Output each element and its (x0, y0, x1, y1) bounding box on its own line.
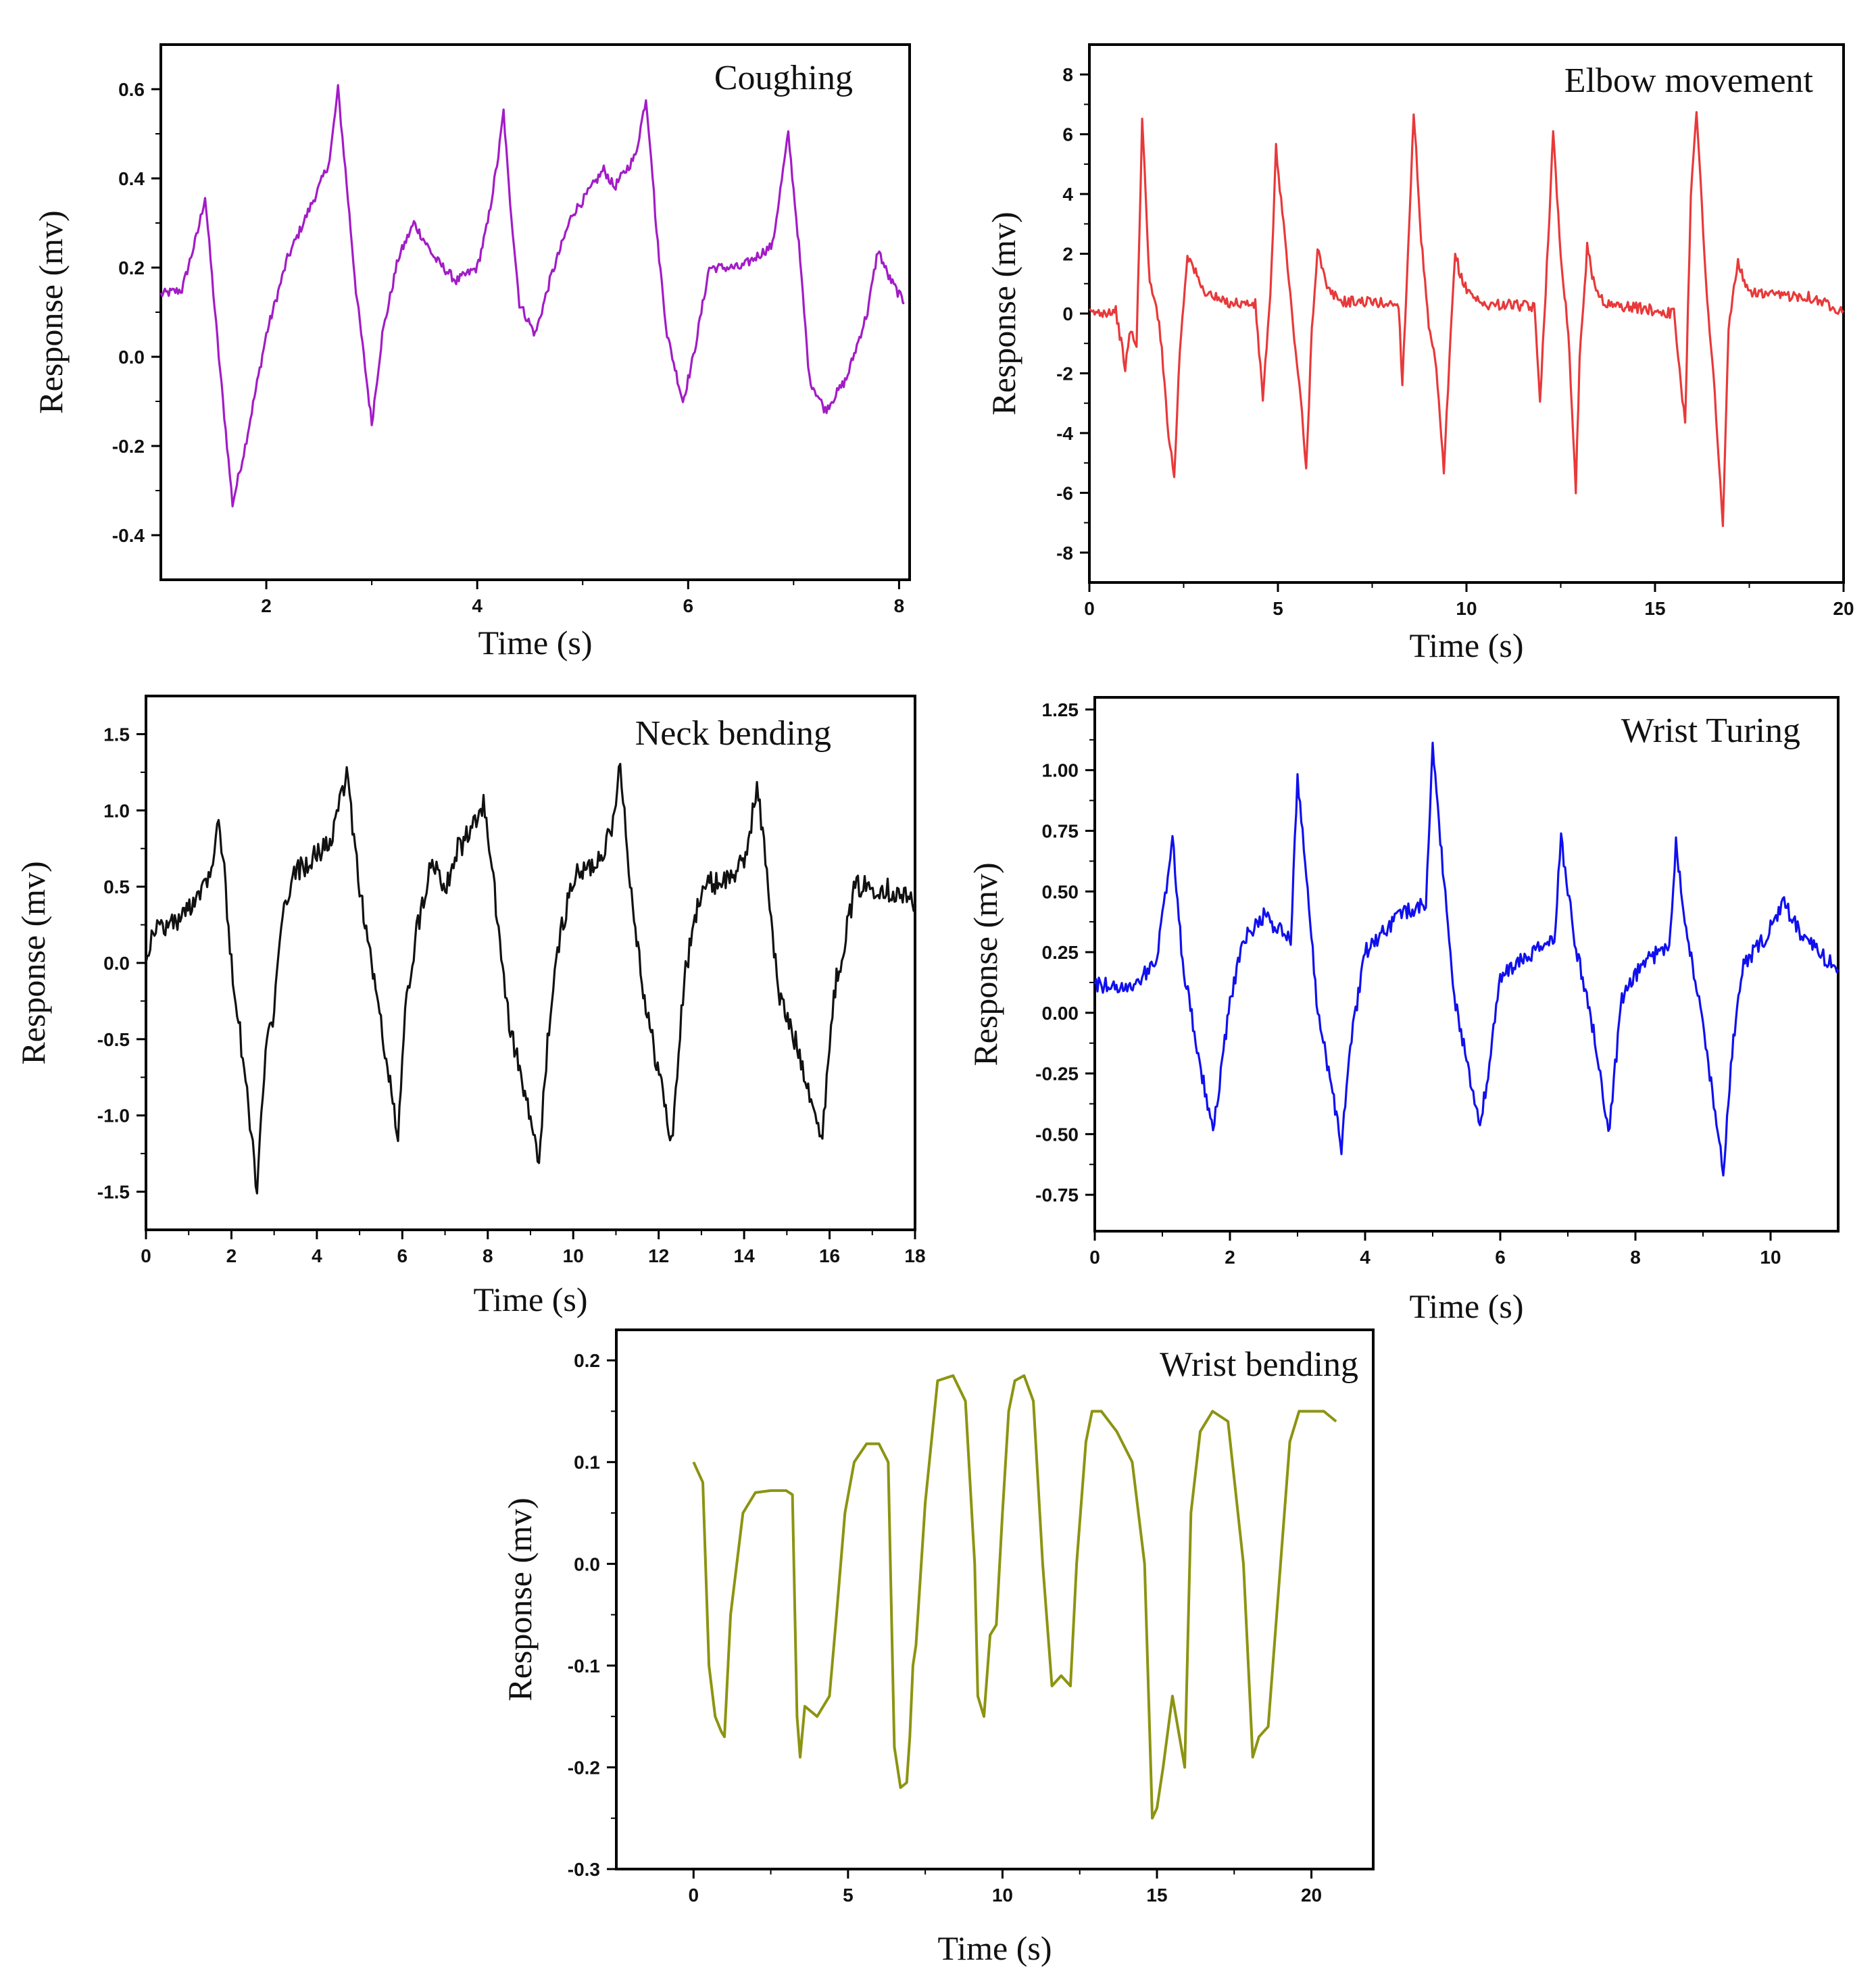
x-tick-label: 8 (894, 595, 905, 616)
panel-title: Wrist bending (1160, 1345, 1358, 1384)
series-line-0 (159, 84, 905, 507)
x-tick-label: 2 (226, 1245, 237, 1266)
x-tick-label: 6 (1495, 1247, 1506, 1268)
x-tick-label: 0 (1084, 598, 1095, 619)
x-tick-label: 4 (472, 595, 483, 616)
chart-panel-2: 0 2 4 6 8 10 12 14 16 18 -1.5 -1.0 -0.5 0.0 0.5 1.0 1.5 N… (14, 695, 926, 1318)
y-tick-label: 0.0 (118, 347, 145, 368)
y-tick-label: 0.2 (574, 1350, 600, 1371)
y-tick-label: -0.2 (568, 1757, 600, 1778)
y-tick-label: -1.5 (97, 1182, 130, 1203)
x-tick-label: 0 (141, 1245, 151, 1266)
y-tick-label: 0.25 (1042, 942, 1079, 963)
series-line-0 (145, 762, 916, 1195)
x-tick-label: 8 (483, 1245, 493, 1266)
y-tick-label: -0.25 (1035, 1064, 1079, 1085)
y-tick-label: 0.75 (1042, 821, 1079, 842)
plot-frame (145, 695, 916, 1231)
y-tick-label: -1.0 (97, 1105, 130, 1126)
x-tick-label: 14 (734, 1245, 756, 1266)
y-tick-label: 0.5 (103, 876, 130, 897)
y-tick-label: 1.25 (1042, 699, 1079, 720)
y-tick-label: -0.3 (568, 1859, 600, 1880)
chart-panel-0: 2 4 6 8 -0.4 -0.2 0.0 0.2 0.4 0.6 Coughing Time (s)… (32, 43, 911, 662)
chart-panel-3: 0 2 4 6 8 10 -0.75 -0.50 -0.25 0.00 0.25 0.50 0.75 1.… (966, 696, 1840, 1325)
y-tick-label: 0.0 (574, 1554, 600, 1574)
series-line-0 (692, 1374, 1337, 1820)
x-tick-label: 10 (563, 1245, 584, 1266)
x-tick-label: 0 (1089, 1247, 1100, 1268)
y-axis-title: Response (mv) (14, 861, 52, 1064)
chart-panel-4: 0 5 10 15 20 -0.3 -0.2 -0.1 0.0 0.1 0.2 Wrist bendi… (501, 1328, 1375, 1967)
panel-title: Neck bending (635, 714, 831, 753)
y-tick-label: -0.50 (1035, 1124, 1079, 1145)
y-axis-title: Response (mv) (985, 212, 1022, 415)
x-tick-label: 5 (843, 1885, 854, 1906)
y-tick-label: 1.00 (1042, 760, 1079, 781)
x-axis-title: Time (s) (1409, 626, 1523, 664)
x-tick-label: 10 (1760, 1247, 1781, 1268)
y-tick-label: -0.1 (568, 1656, 600, 1676)
y-axis-title: Response (mv) (32, 210, 70, 414)
chart-panel-1: 0 5 10 15 20 -8 -6 -4 -2 0 2 4 6 8 Elbow movement Time … (985, 43, 1854, 664)
y-tick-label: -0.4 (112, 525, 145, 546)
y-tick-label: 0.0 (103, 953, 130, 974)
x-tick-label: 6 (683, 595, 693, 616)
y-tick-label: 4 (1062, 184, 1073, 205)
plot-frame (1093, 696, 1840, 1233)
x-axis-title: Time (s) (473, 1281, 587, 1318)
x-tick-label: 0 (688, 1885, 699, 1906)
y-tick-label: 1.5 (103, 724, 130, 745)
y-tick-label: -4 (1056, 423, 1073, 444)
y-axis-title: Response (mv) (966, 862, 1004, 1066)
x-axis-title: Time (s) (1409, 1287, 1523, 1325)
y-tick-label: 0.00 (1042, 1003, 1079, 1024)
panel-title: Coughing (714, 59, 853, 97)
series-line-0 (1093, 741, 1840, 1177)
x-tick-label: 18 (904, 1245, 925, 1266)
x-tick-label: 6 (397, 1245, 408, 1266)
y-tick-label: 0.1 (574, 1452, 600, 1473)
x-tick-label: 2 (1225, 1247, 1235, 1268)
x-tick-label: 10 (1456, 598, 1477, 619)
x-tick-label: 2 (261, 595, 272, 616)
x-tick-label: 20 (1833, 598, 1854, 619)
x-tick-label: 20 (1301, 1885, 1322, 1906)
y-tick-label: 1.0 (103, 800, 130, 821)
y-axis-title: Response (mv) (501, 1497, 539, 1701)
x-axis-title: Time (s) (478, 624, 592, 662)
y-tick-label: 6 (1062, 124, 1073, 145)
y-tick-label: 2 (1062, 244, 1073, 265)
y-tick-label: -6 (1056, 482, 1073, 503)
x-tick-label: 4 (312, 1245, 322, 1266)
panel-title: Elbow movement (1564, 61, 1814, 100)
x-tick-label: 15 (1644, 598, 1665, 619)
y-tick-label: 0.50 (1042, 881, 1079, 902)
y-tick-label: 0 (1062, 303, 1073, 324)
plot-frame (1088, 43, 1845, 584)
series-line-0 (1088, 111, 1845, 528)
y-tick-label: 8 (1062, 64, 1073, 85)
y-tick-label: -0.75 (1035, 1185, 1079, 1206)
x-tick-label: 16 (819, 1245, 840, 1266)
x-axis-title: Time (s) (937, 1929, 1052, 1967)
y-tick-label: -8 (1056, 543, 1073, 564)
x-tick-label: 4 (1360, 1247, 1371, 1268)
x-tick-label: 10 (992, 1885, 1013, 1906)
y-tick-label: 0.2 (118, 257, 145, 278)
x-tick-label: 15 (1146, 1885, 1167, 1906)
y-tick-label: 0.4 (118, 168, 145, 189)
y-tick-label: -2 (1056, 363, 1073, 384)
x-tick-label: 8 (1630, 1247, 1641, 1268)
plot-frame (615, 1328, 1375, 1870)
y-tick-label: -0.5 (97, 1029, 130, 1050)
y-tick-label: -0.2 (112, 436, 145, 457)
x-tick-label: 12 (648, 1245, 669, 1266)
panel-title: Wrist Turing (1621, 712, 1800, 750)
plot-frame (159, 43, 911, 581)
y-tick-label: 0.6 (118, 79, 145, 100)
x-tick-label: 5 (1273, 598, 1283, 619)
